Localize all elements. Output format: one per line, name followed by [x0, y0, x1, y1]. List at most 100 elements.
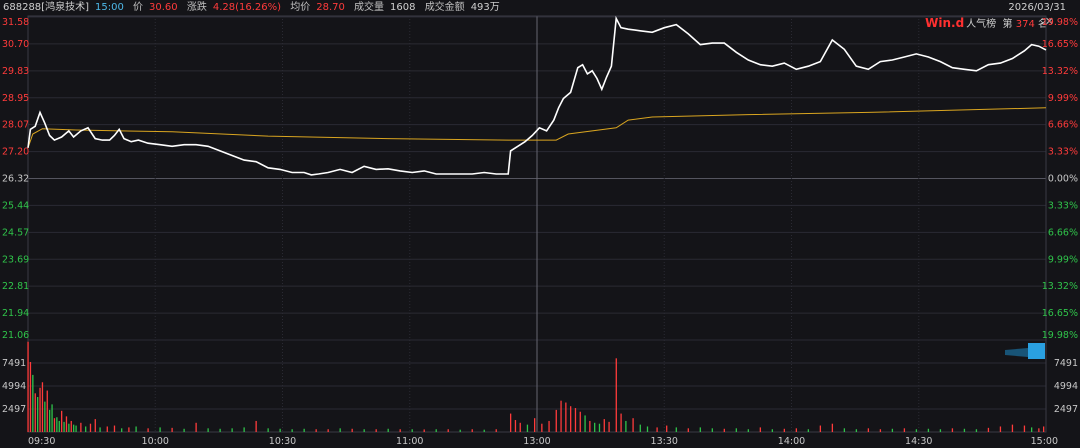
- volume-bar: [94, 419, 96, 432]
- volume-bar: [666, 425, 668, 432]
- volume-bar: [987, 427, 990, 432]
- volume-bar: [459, 429, 461, 432]
- volume-bar: [147, 428, 149, 432]
- volume-bar: [68, 423, 70, 432]
- volume-bar: [279, 428, 281, 432]
- axis-labels: 31.58 19.98% 30.70 16.65% 29.83 13.32% 28.95 9.…: [2, 17, 1078, 447]
- volume-bar: [570, 406, 572, 432]
- pct-tick-label: 19.98%: [1042, 330, 1078, 341]
- volume-tick-label: 4994: [2, 381, 26, 392]
- volume-bar: [620, 413, 622, 432]
- volume-bar: [615, 358, 617, 432]
- volume-bar: [867, 428, 870, 432]
- volume-bar: [195, 422, 197, 432]
- volume-bar: [747, 429, 749, 432]
- rank-suffix: 名: [1038, 19, 1048, 30]
- close-icon[interactable]: ✕: [1044, 15, 1054, 28]
- chart-frame: [27, 15, 1047, 433]
- volume-bar: [80, 422, 82, 432]
- volume-bar: [711, 428, 713, 432]
- volume-bar: [183, 428, 185, 432]
- volume-bar: [555, 409, 557, 432]
- pct-tick-label: 9.99%: [1048, 93, 1078, 104]
- volume-bar: [687, 428, 689, 432]
- volume-label: 成交量: [354, 2, 385, 13]
- volume-tick-label-right: 4994: [1054, 381, 1078, 392]
- volume-bar: [483, 429, 485, 432]
- volume-bar: [351, 428, 353, 432]
- volume-bar: [509, 413, 512, 432]
- price-tick-label: 21.94: [2, 308, 29, 319]
- amount-value: 493万: [470, 2, 500, 13]
- rank-value: 374: [1015, 19, 1035, 30]
- time-tick-label: 14:30: [905, 436, 932, 447]
- volume-bar: [1042, 426, 1045, 432]
- price-tick-label: 30.70: [2, 39, 29, 50]
- chart-grid: [27, 15, 1047, 433]
- volume-bar: [735, 428, 737, 432]
- volume-bar: [121, 428, 123, 432]
- volume-bar: [58, 420, 60, 432]
- volume-bar: [207, 428, 209, 432]
- pct-tick-label: 6.66%: [1048, 227, 1078, 238]
- volume-bar: [435, 429, 437, 432]
- volume-bar: [584, 415, 586, 432]
- pct-tick-label: 3.33%: [1048, 147, 1078, 158]
- volume-value: 1608: [390, 2, 416, 13]
- price-label: 价: [133, 2, 143, 13]
- time-tick-label: 13:00: [523, 436, 550, 447]
- volume-bar: [56, 417, 58, 432]
- wind-logo: Win.d: [925, 16, 965, 30]
- volume-bar: [1030, 427, 1033, 432]
- volume-bar: [135, 426, 137, 432]
- pct-tick-label: 13.32%: [1042, 66, 1078, 77]
- volume-bar: [783, 428, 785, 432]
- volume-bar: [675, 427, 677, 432]
- volume-bar: [46, 390, 48, 432]
- volume-bar: [375, 429, 377, 432]
- change-value: 4.28(16.26%): [212, 2, 282, 13]
- volume-bar: [771, 429, 773, 432]
- volume-bar: [514, 420, 517, 432]
- volume-bar: [843, 428, 846, 432]
- price-tick-label: 26.32: [2, 174, 29, 185]
- volume-bar: [574, 408, 577, 432]
- volume-bar: [915, 429, 918, 432]
- volume-bar: [699, 427, 701, 432]
- volume-bar: [975, 429, 978, 432]
- volume-bar: [533, 418, 536, 432]
- volume-bar: [73, 424, 75, 432]
- price-tick-label: 31.58: [2, 17, 29, 28]
- volume-bar: [113, 425, 116, 432]
- volume-bar: [656, 427, 658, 432]
- volume-bar: [608, 421, 610, 432]
- popularity-rank[interactable]: Win.d 人气榜 第 374 名: [925, 16, 1048, 32]
- volume-bar: [526, 424, 529, 432]
- volume-bar: [29, 361, 32, 432]
- price-tick-label: 28.07: [2, 120, 29, 131]
- price-line: [27, 15, 1047, 176]
- price-tick-label: 28.95: [2, 93, 29, 104]
- volume-bar: [363, 429, 365, 432]
- volume-bar: [999, 426, 1002, 432]
- time-tick-label: 10:00: [142, 436, 169, 447]
- volume-bar: [598, 423, 601, 432]
- quote-header: 688288[鸿泉技术] 15:00 价 30.60 涨跌 4.28(16.26%) …: [0, 0, 1080, 16]
- volume-bar: [128, 427, 130, 432]
- volume-tick-label: 7491: [2, 358, 26, 369]
- volume-bar: [423, 429, 425, 432]
- volume-bar: [231, 428, 233, 432]
- volume-bar: [315, 429, 317, 432]
- volume-bar: [303, 428, 305, 432]
- volume-bar: [327, 429, 329, 432]
- volume-bar: [603, 419, 605, 432]
- volume-bar: [27, 341, 29, 432]
- time-tick-label: 09:30: [28, 436, 55, 447]
- volume-bar: [471, 429, 473, 432]
- stock-code[interactable]: 688288[鸿泉技术]: [3, 2, 89, 13]
- volume-bar: [632, 418, 634, 432]
- price-tick-label: 29.83: [2, 66, 29, 77]
- volume-bar: [49, 409, 51, 432]
- volume-indicator-icon[interactable]: [1005, 343, 1045, 359]
